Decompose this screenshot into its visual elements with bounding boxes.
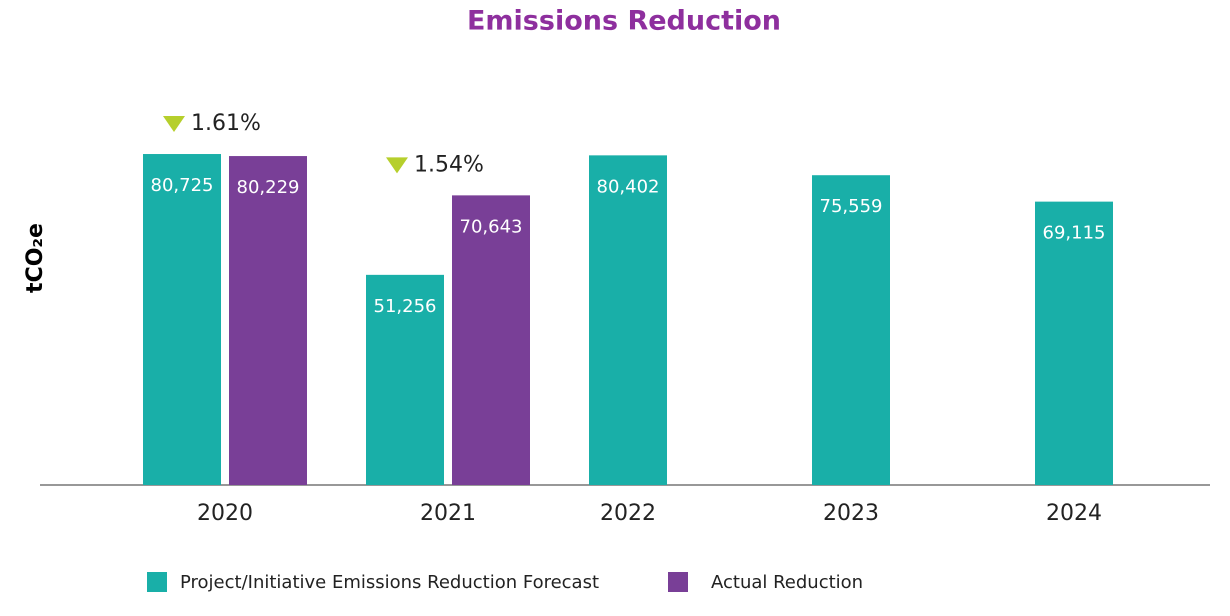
bar [143, 154, 221, 485]
value-label: 70,643 [460, 216, 523, 237]
legend-label: Project/Initiative Emissions Reduction F… [180, 572, 599, 593]
y-axis-label: tCO₂e [23, 223, 48, 293]
bar [812, 175, 890, 485]
legend-label: Actual Reduction [711, 572, 863, 593]
annotation: 1.61% [191, 111, 261, 136]
bar [229, 156, 307, 485]
value-label: 80,229 [237, 177, 300, 198]
x-tick-label: 2023 [823, 501, 879, 526]
value-label: 80,725 [151, 175, 214, 196]
bar [589, 155, 667, 485]
legend-swatch [668, 572, 688, 592]
down-triangle [163, 116, 185, 133]
x-tick-label: 2020 [197, 501, 253, 526]
bar [1035, 201, 1113, 486]
value-label: 51,256 [374, 296, 437, 317]
x-tick-label: 2024 [1046, 501, 1102, 526]
chart-title: Emissions Reduction [467, 6, 781, 37]
x-tick-label: 2021 [420, 501, 476, 526]
x-tick-label: 2022 [600, 501, 656, 526]
bar [452, 195, 530, 485]
annotation: 1.54% [414, 152, 484, 177]
bar [366, 274, 444, 485]
value-label: 75,559 [820, 196, 883, 217]
legend-swatch [147, 572, 167, 592]
value-label: 80,402 [597, 176, 660, 197]
down-triangle [386, 157, 408, 174]
value-label: 69,115 [1043, 223, 1106, 244]
